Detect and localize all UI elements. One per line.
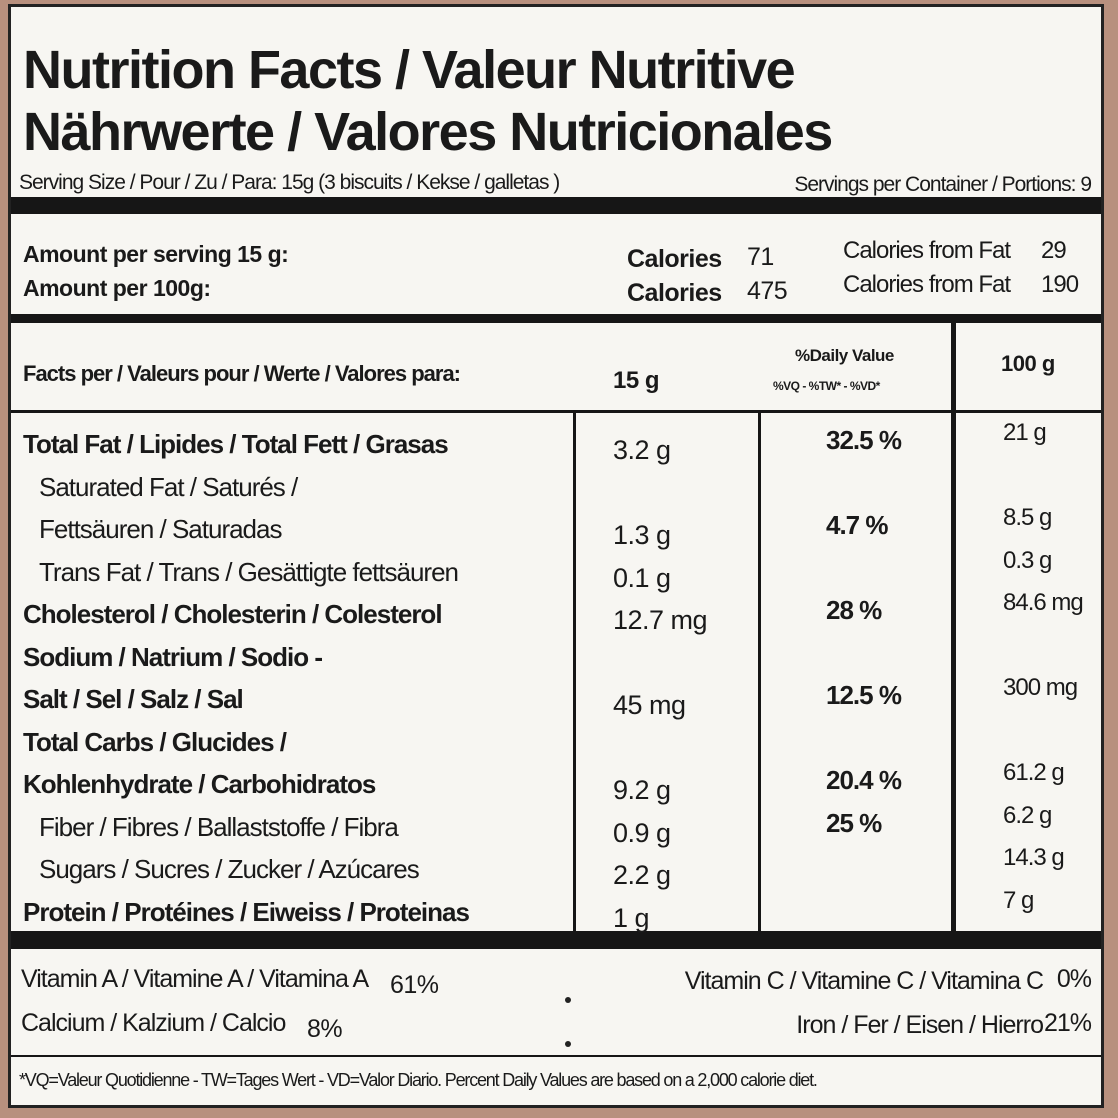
daily-value: 12.5 %	[826, 680, 902, 710]
per-serving: 2.2 g	[613, 860, 671, 890]
divider	[11, 314, 1101, 323]
bullet	[565, 1041, 571, 1047]
column-header: 15 g	[613, 367, 660, 394]
title: Nutrition Facts / Valeur Nutritive	[23, 40, 796, 100]
column-header: Facts per / Valeurs pour / Werte / Valor…	[23, 361, 461, 386]
per-serving: 0.1 g	[613, 562, 671, 593]
per-100g: 7 g	[1003, 886, 1034, 914]
daily-value: 32.5 %	[826, 425, 902, 455]
per-100g: 300 mg	[1003, 674, 1078, 701]
vitamin-value: 0%	[1056, 965, 1092, 993]
calories-value: 475	[747, 277, 788, 305]
per-serving: 0.9 g	[613, 817, 671, 848]
amount-label: Amount per 100g:	[23, 275, 211, 301]
per-serving: 12.7 mg	[613, 605, 708, 635]
divider	[11, 410, 1101, 413]
column-rule	[951, 323, 956, 933]
per-100g: 61.2 g	[1003, 759, 1065, 786]
calories-label: Calories	[627, 245, 722, 273]
per-serving: 9.2 g	[613, 775, 671, 805]
calories-label: Calories	[627, 279, 722, 307]
column-header: 100 g	[1001, 351, 1055, 376]
per-100g: 84.6 mg	[1003, 589, 1084, 616]
from-fat-label: Calories from Fat	[843, 271, 1011, 298]
vitamin-value: 21%	[1043, 1009, 1092, 1037]
per-serving: 1 g	[613, 902, 650, 933]
serving-size: Serving Size / Pour / Zu / Para: 15g (3 …	[19, 171, 560, 194]
per-serving: 1.3 g	[613, 520, 671, 550]
nutrient-name: Fettsäuren / Saturadas	[39, 514, 282, 544]
divider	[11, 931, 1101, 949]
column-header: %Daily Value	[795, 346, 894, 365]
nutrient-name: Total Carbs / Glucides /	[23, 726, 287, 757]
calories-value: 71	[747, 243, 774, 271]
column-rule	[573, 413, 576, 933]
per-100g: 8.5 g	[1003, 504, 1052, 531]
nutrient-name: Kohlenhydrate / Carbohidratos	[23, 769, 376, 799]
column-header: %VQ - %TW* - %VD*	[773, 379, 880, 393]
from-fat-value: 29	[1041, 237, 1067, 264]
daily-value: 20.4 %	[826, 765, 902, 795]
bullet	[565, 997, 571, 1003]
nutrition-label: Nutrition Facts / Valeur Nutritive Nährw…	[8, 4, 1104, 1108]
nutrient-name: Sugars / Sucres / Zucker / Azúcares	[39, 854, 420, 884]
per-serving: 45 mg	[613, 690, 686, 720]
nutrient-name: Cholesterol / Cholesterin / Colesterol	[23, 599, 443, 629]
daily-value: 4.7 %	[826, 510, 888, 540]
vitamin-name: Vitamin C / Vitamine C / Vitamina C	[684, 967, 1044, 995]
servings-per-container: Servings per Container / Portions: 9	[794, 173, 1092, 196]
nutrient-name: Fiber / Fibres / Ballaststoffe / Fibra	[39, 811, 399, 842]
from-fat-value: 190	[1041, 271, 1079, 298]
vitamin-value: 61%	[390, 971, 439, 999]
daily-value: 25 %	[826, 807, 882, 838]
per-serving: 3.2 g	[613, 435, 671, 465]
per-100g: 6.2 g	[1003, 801, 1052, 829]
nutrient-name: Protein / Protéines / Eiweiss / Proteina…	[23, 896, 470, 927]
nutrient-name: Trans Fat / Trans / Gesättigte fettsäure…	[39, 556, 459, 587]
per-100g: 14.3 g	[1003, 844, 1065, 871]
column-rule	[758, 413, 761, 933]
title: Nährwerte / Valores Nutricionales	[23, 102, 833, 162]
per-100g: 21 g	[1003, 419, 1047, 446]
vitamin-name: Calcium / Kalzium / Calcio	[21, 1009, 286, 1037]
vitamin-name: Vitamin A / Vitamine A / Vitamina A	[21, 965, 369, 993]
divider	[11, 197, 1101, 214]
from-fat-label: Calories from Fat	[843, 237, 1011, 264]
nutrient-name: Sodium / Natrium / Sodio -	[23, 641, 323, 672]
footnote: *VQ=Valeur Quotidienne - TW=Tages Wert -…	[19, 1070, 818, 1090]
nutrient-name: Total Fat / Lipides / Total Fett / Grasa…	[23, 429, 449, 459]
nutrient-name: Salt / Sel / Salz / Sal	[23, 684, 244, 714]
vitamin-name: Iron / Fer / Eisen / Hierro	[796, 1011, 1044, 1039]
vitamin-value: 8%	[307, 1015, 343, 1043]
daily-value: 28 %	[826, 595, 882, 625]
nutrient-name: Saturated Fat / Saturés /	[39, 471, 298, 502]
amount-label: Amount per serving 15 g:	[23, 241, 289, 267]
divider	[11, 1055, 1101, 1057]
per-100g: 0.3 g	[1003, 546, 1052, 574]
